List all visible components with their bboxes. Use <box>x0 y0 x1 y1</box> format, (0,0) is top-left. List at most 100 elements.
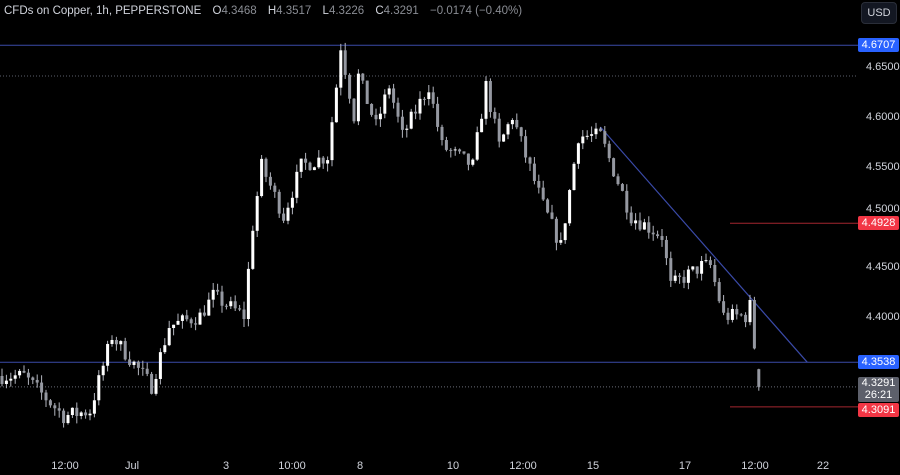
candle-body <box>119 341 123 345</box>
candle-body <box>22 370 26 373</box>
candle-body <box>546 199 550 213</box>
candle-body <box>462 151 466 154</box>
candle-body <box>75 407 79 416</box>
candle-body <box>172 324 176 329</box>
candle-body <box>466 153 470 165</box>
candle-body <box>26 372 30 378</box>
candle-body <box>202 312 206 316</box>
y-tick-label: 4.4500 <box>866 261 900 273</box>
candle-body <box>106 343 110 366</box>
y-tick-label: 4.6500 <box>866 61 900 73</box>
candle-body <box>383 94 387 114</box>
candle-body <box>748 300 752 323</box>
price-level-label: 4.3538 <box>858 355 899 370</box>
currency-button[interactable]: USD <box>861 2 897 24</box>
candle-body <box>524 136 528 158</box>
candle-body <box>361 73 365 81</box>
x-tick-label: 12:00 <box>741 460 769 472</box>
candle-body <box>35 379 39 383</box>
candle-body <box>739 314 743 316</box>
candle-body <box>422 98 426 100</box>
candle-body <box>242 309 246 320</box>
candle-body <box>114 339 118 345</box>
candle-body <box>396 102 400 117</box>
candle-body <box>53 405 57 409</box>
candle-body <box>453 149 457 151</box>
candle-body <box>541 187 545 200</box>
candle-body <box>480 118 484 133</box>
high-value: 4.3517 <box>276 5 312 17</box>
candle-body <box>286 207 290 221</box>
chart-legend: CFDs on Copper, 1h, PEPPERSTONE O4.3468 … <box>4 5 523 17</box>
candle-body <box>392 88 396 103</box>
candle-body <box>678 275 682 277</box>
close-value: 4.3291 <box>383 5 419 17</box>
candle-body <box>607 143 611 159</box>
candle-body <box>211 289 215 300</box>
candle-body <box>625 190 629 213</box>
candle-body <box>290 197 294 208</box>
candle-body <box>44 392 48 401</box>
candle-body <box>326 160 330 164</box>
x-tick-label: 10:00 <box>278 460 306 472</box>
open-value: 4.3468 <box>221 5 257 17</box>
candle-body <box>0 376 4 384</box>
candle-body <box>198 312 202 325</box>
candle-body <box>629 212 633 224</box>
candle-body <box>449 149 453 151</box>
candle-body <box>4 380 8 384</box>
x-tick-label: 17 <box>678 460 692 472</box>
candle-body <box>400 116 404 130</box>
x-tick-label: 3 <box>222 460 230 472</box>
x-tick-label: 10 <box>446 460 460 472</box>
candle-body <box>519 127 523 137</box>
trendline <box>599 126 808 363</box>
candle-body <box>260 158 264 197</box>
candle-body <box>634 220 638 224</box>
candle-body <box>255 196 259 231</box>
candle-body <box>576 143 580 164</box>
x-tick-label: 15 <box>586 460 600 472</box>
candle-body <box>352 98 356 122</box>
candle-body <box>691 266 695 270</box>
candle-body <box>246 268 250 320</box>
candle-body <box>436 103 440 127</box>
candle-body <box>581 136 585 144</box>
candle-body <box>207 299 211 316</box>
candle-body <box>48 400 52 406</box>
candle-body <box>150 373 154 394</box>
candle-body <box>757 369 761 387</box>
candle-body <box>18 370 22 376</box>
candle-body <box>554 218 558 243</box>
low-value: 4.3226 <box>328 5 365 17</box>
candle-body <box>13 375 17 379</box>
candle-body <box>506 124 510 135</box>
candle-body <box>128 359 132 365</box>
candle-body <box>471 159 475 165</box>
candle-body <box>40 382 44 393</box>
candle-body <box>585 135 589 137</box>
candle-body <box>559 240 563 243</box>
countdown: 26:21 <box>864 389 893 402</box>
candle-body <box>673 275 677 281</box>
candle-body <box>537 180 541 188</box>
candle-body <box>717 282 721 302</box>
x-tick-label: 8 <box>356 460 364 472</box>
candle-body <box>141 367 145 369</box>
candle-body <box>656 234 660 237</box>
candle-body <box>70 407 74 416</box>
candle-body <box>233 301 237 309</box>
candle-body <box>387 88 391 95</box>
symbol-title: CFDs on Copper, 1h, PEPPERSTONE <box>4 5 202 17</box>
candle-body <box>220 291 224 306</box>
candle-body <box>497 118 501 142</box>
candle-body <box>647 222 651 233</box>
price-level-label: 4.6707 <box>858 38 899 53</box>
candle-body <box>84 412 88 416</box>
candle-body <box>321 157 325 164</box>
candle-body <box>563 223 567 241</box>
candle-body <box>185 315 189 320</box>
candle-body <box>642 222 646 230</box>
candle-body <box>660 236 664 240</box>
